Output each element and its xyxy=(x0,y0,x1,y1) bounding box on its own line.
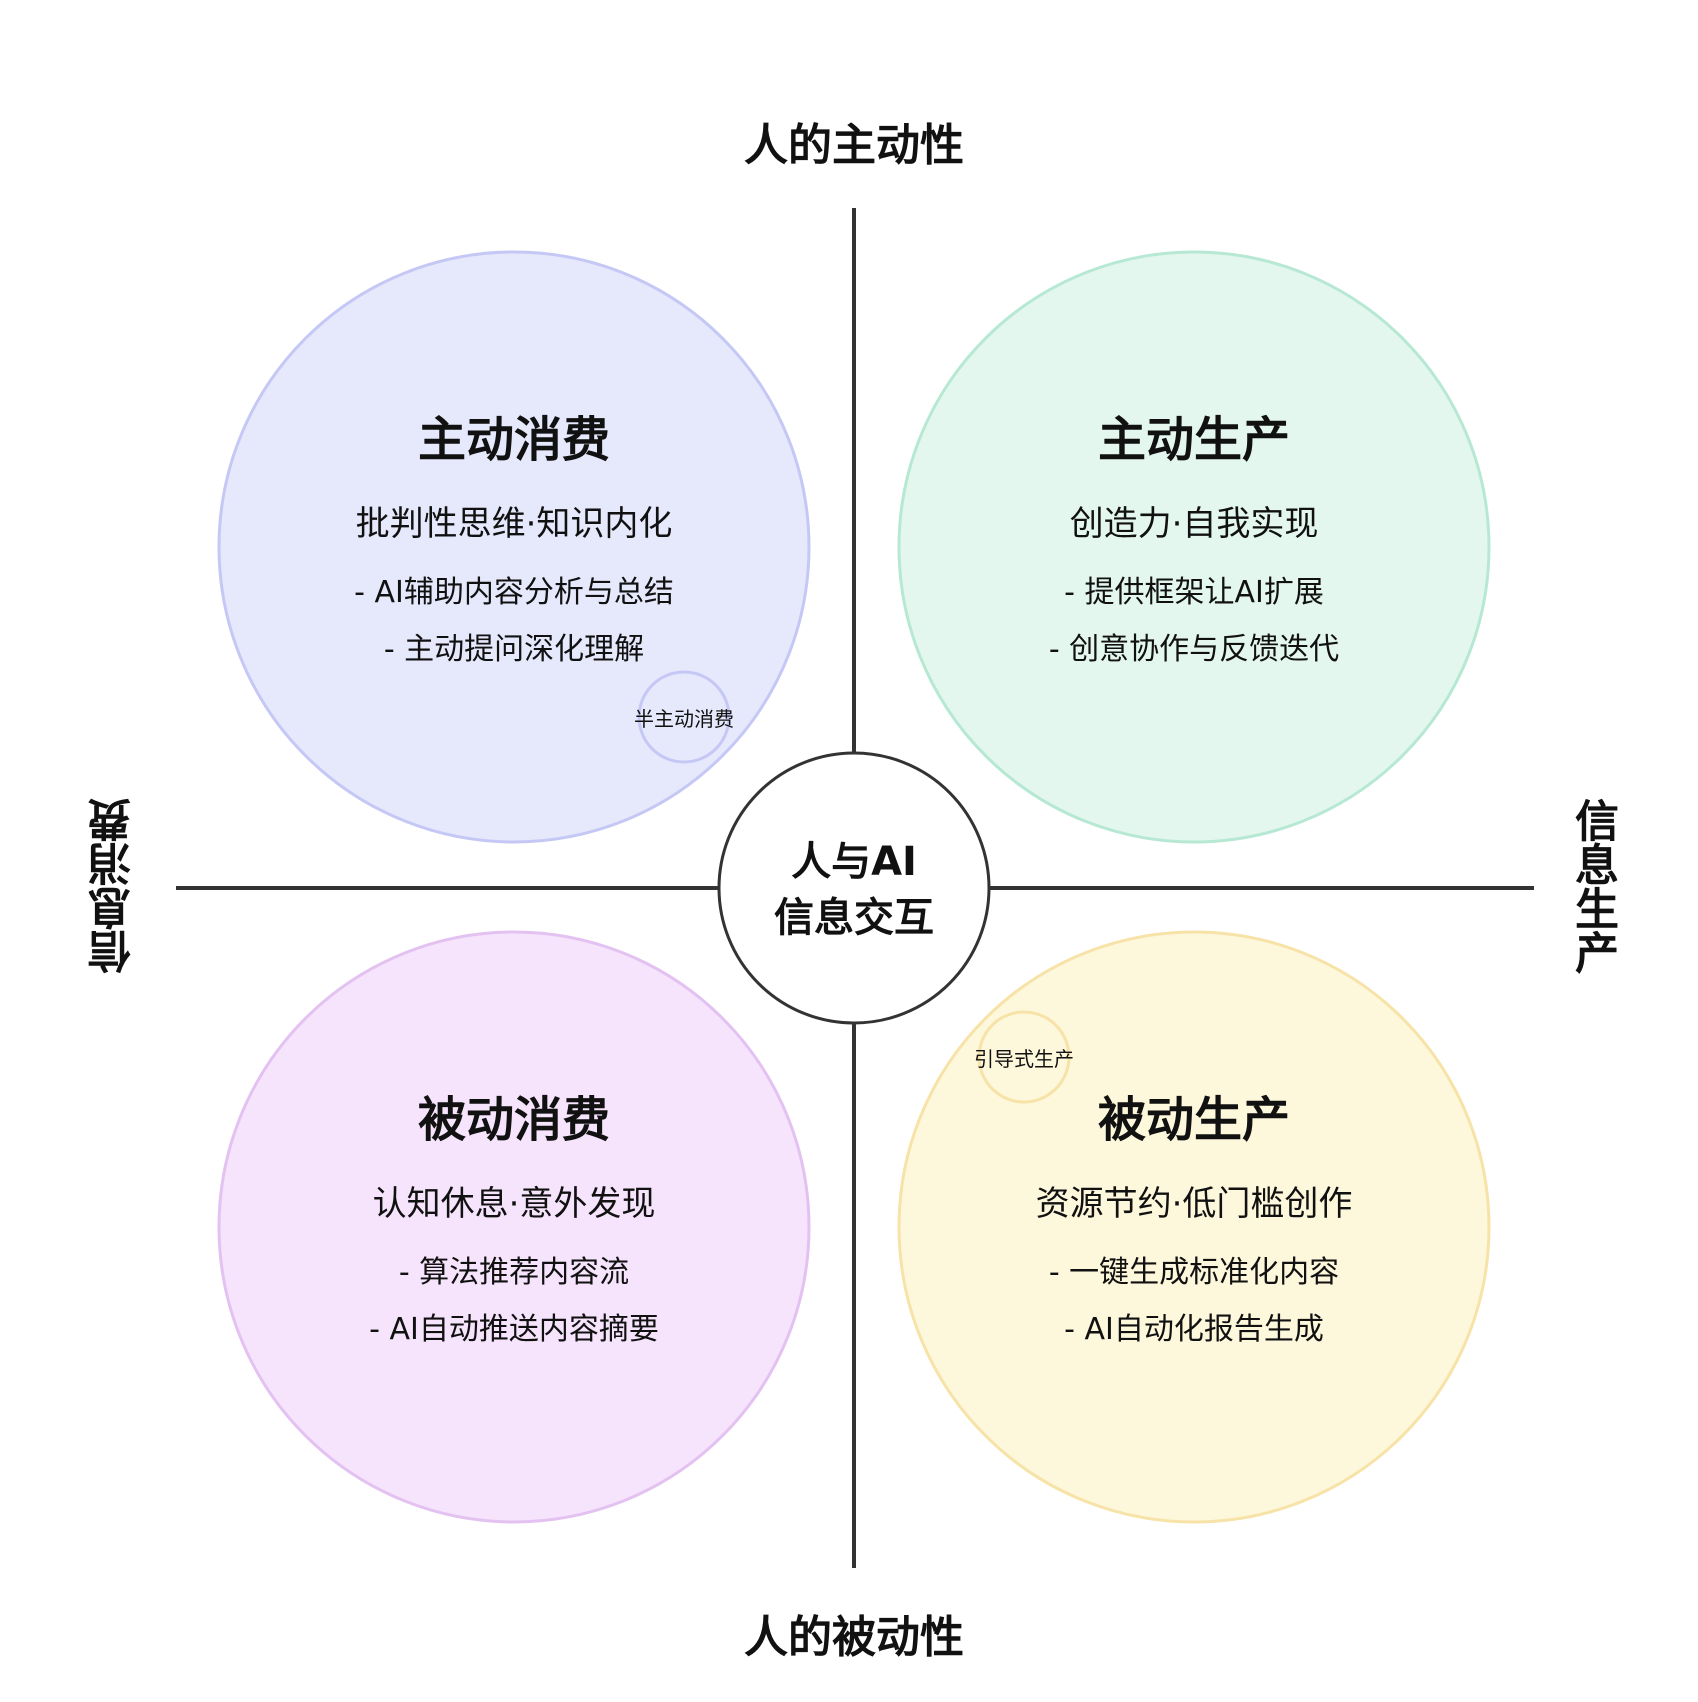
center-circle xyxy=(717,751,991,1025)
center-label-line1: 人与AI xyxy=(791,839,917,885)
transition-label-semi-active-consumption: 半主动消费 xyxy=(634,707,734,731)
circle-guided-production xyxy=(977,1010,1071,1104)
quadrant-subtitle-active-consumption: 批判性思维·知识内化 xyxy=(355,504,673,544)
quadrant-item-passive-production-2: - AI自动化报告生成 xyxy=(1064,1312,1324,1347)
quadrant-item-active-production-2: - 创意协作与反馈迭代 xyxy=(1048,632,1340,667)
circle-active-consumption xyxy=(217,250,811,844)
quadrant-title-active-consumption: 主动消费 xyxy=(417,412,610,468)
axis-label-bottom: 人的被动性 xyxy=(744,1612,964,1663)
quadrant-item-active-production-1: - 提供框架让AI扩展 xyxy=(1064,575,1324,610)
quadrant-title-passive-production: 被动生产 xyxy=(1097,1092,1290,1148)
axis-label-right: 信息生产 xyxy=(1567,798,1618,974)
quadrant-title-active-production: 主动生产 xyxy=(1097,412,1290,468)
quadrant-item-active-consumption-1: - AI辅助内容分析与总结 xyxy=(354,575,674,610)
transition-label-guided-production: 引导式生产 xyxy=(974,1047,1074,1071)
quadrant-title-passive-consumption: 被动消费 xyxy=(417,1092,610,1148)
axis-label-top: 人的主动性 xyxy=(744,120,964,171)
quadrant-item-passive-consumption-2: - AI自动推送内容摘要 xyxy=(369,1312,659,1347)
quadrant-item-passive-consumption-1: - 算法推荐内容流 xyxy=(398,1255,630,1290)
circle-passive-production xyxy=(897,930,1491,1524)
circle-passive-consumption xyxy=(217,930,811,1524)
quadrant-subtitle-passive-production: 资源节约·低门槛创作 xyxy=(1035,1184,1353,1224)
quadrant-subtitle-passive-consumption: 认知休息·意外发现 xyxy=(372,1184,656,1224)
quadrant-item-active-consumption-2: - 主动提问深化理解 xyxy=(383,632,645,667)
axis-label-left: 信息消费 xyxy=(88,798,139,974)
quadrant-subtitle-active-production: 创造力·自我实现 xyxy=(1069,504,1319,544)
center-label-line2: 信息交互 xyxy=(774,895,934,941)
circle-active-production xyxy=(897,250,1491,844)
circle-semi-active-consumption xyxy=(637,670,731,764)
quadrant-item-passive-production-1: - 一键生成标准化内容 xyxy=(1048,1255,1340,1290)
